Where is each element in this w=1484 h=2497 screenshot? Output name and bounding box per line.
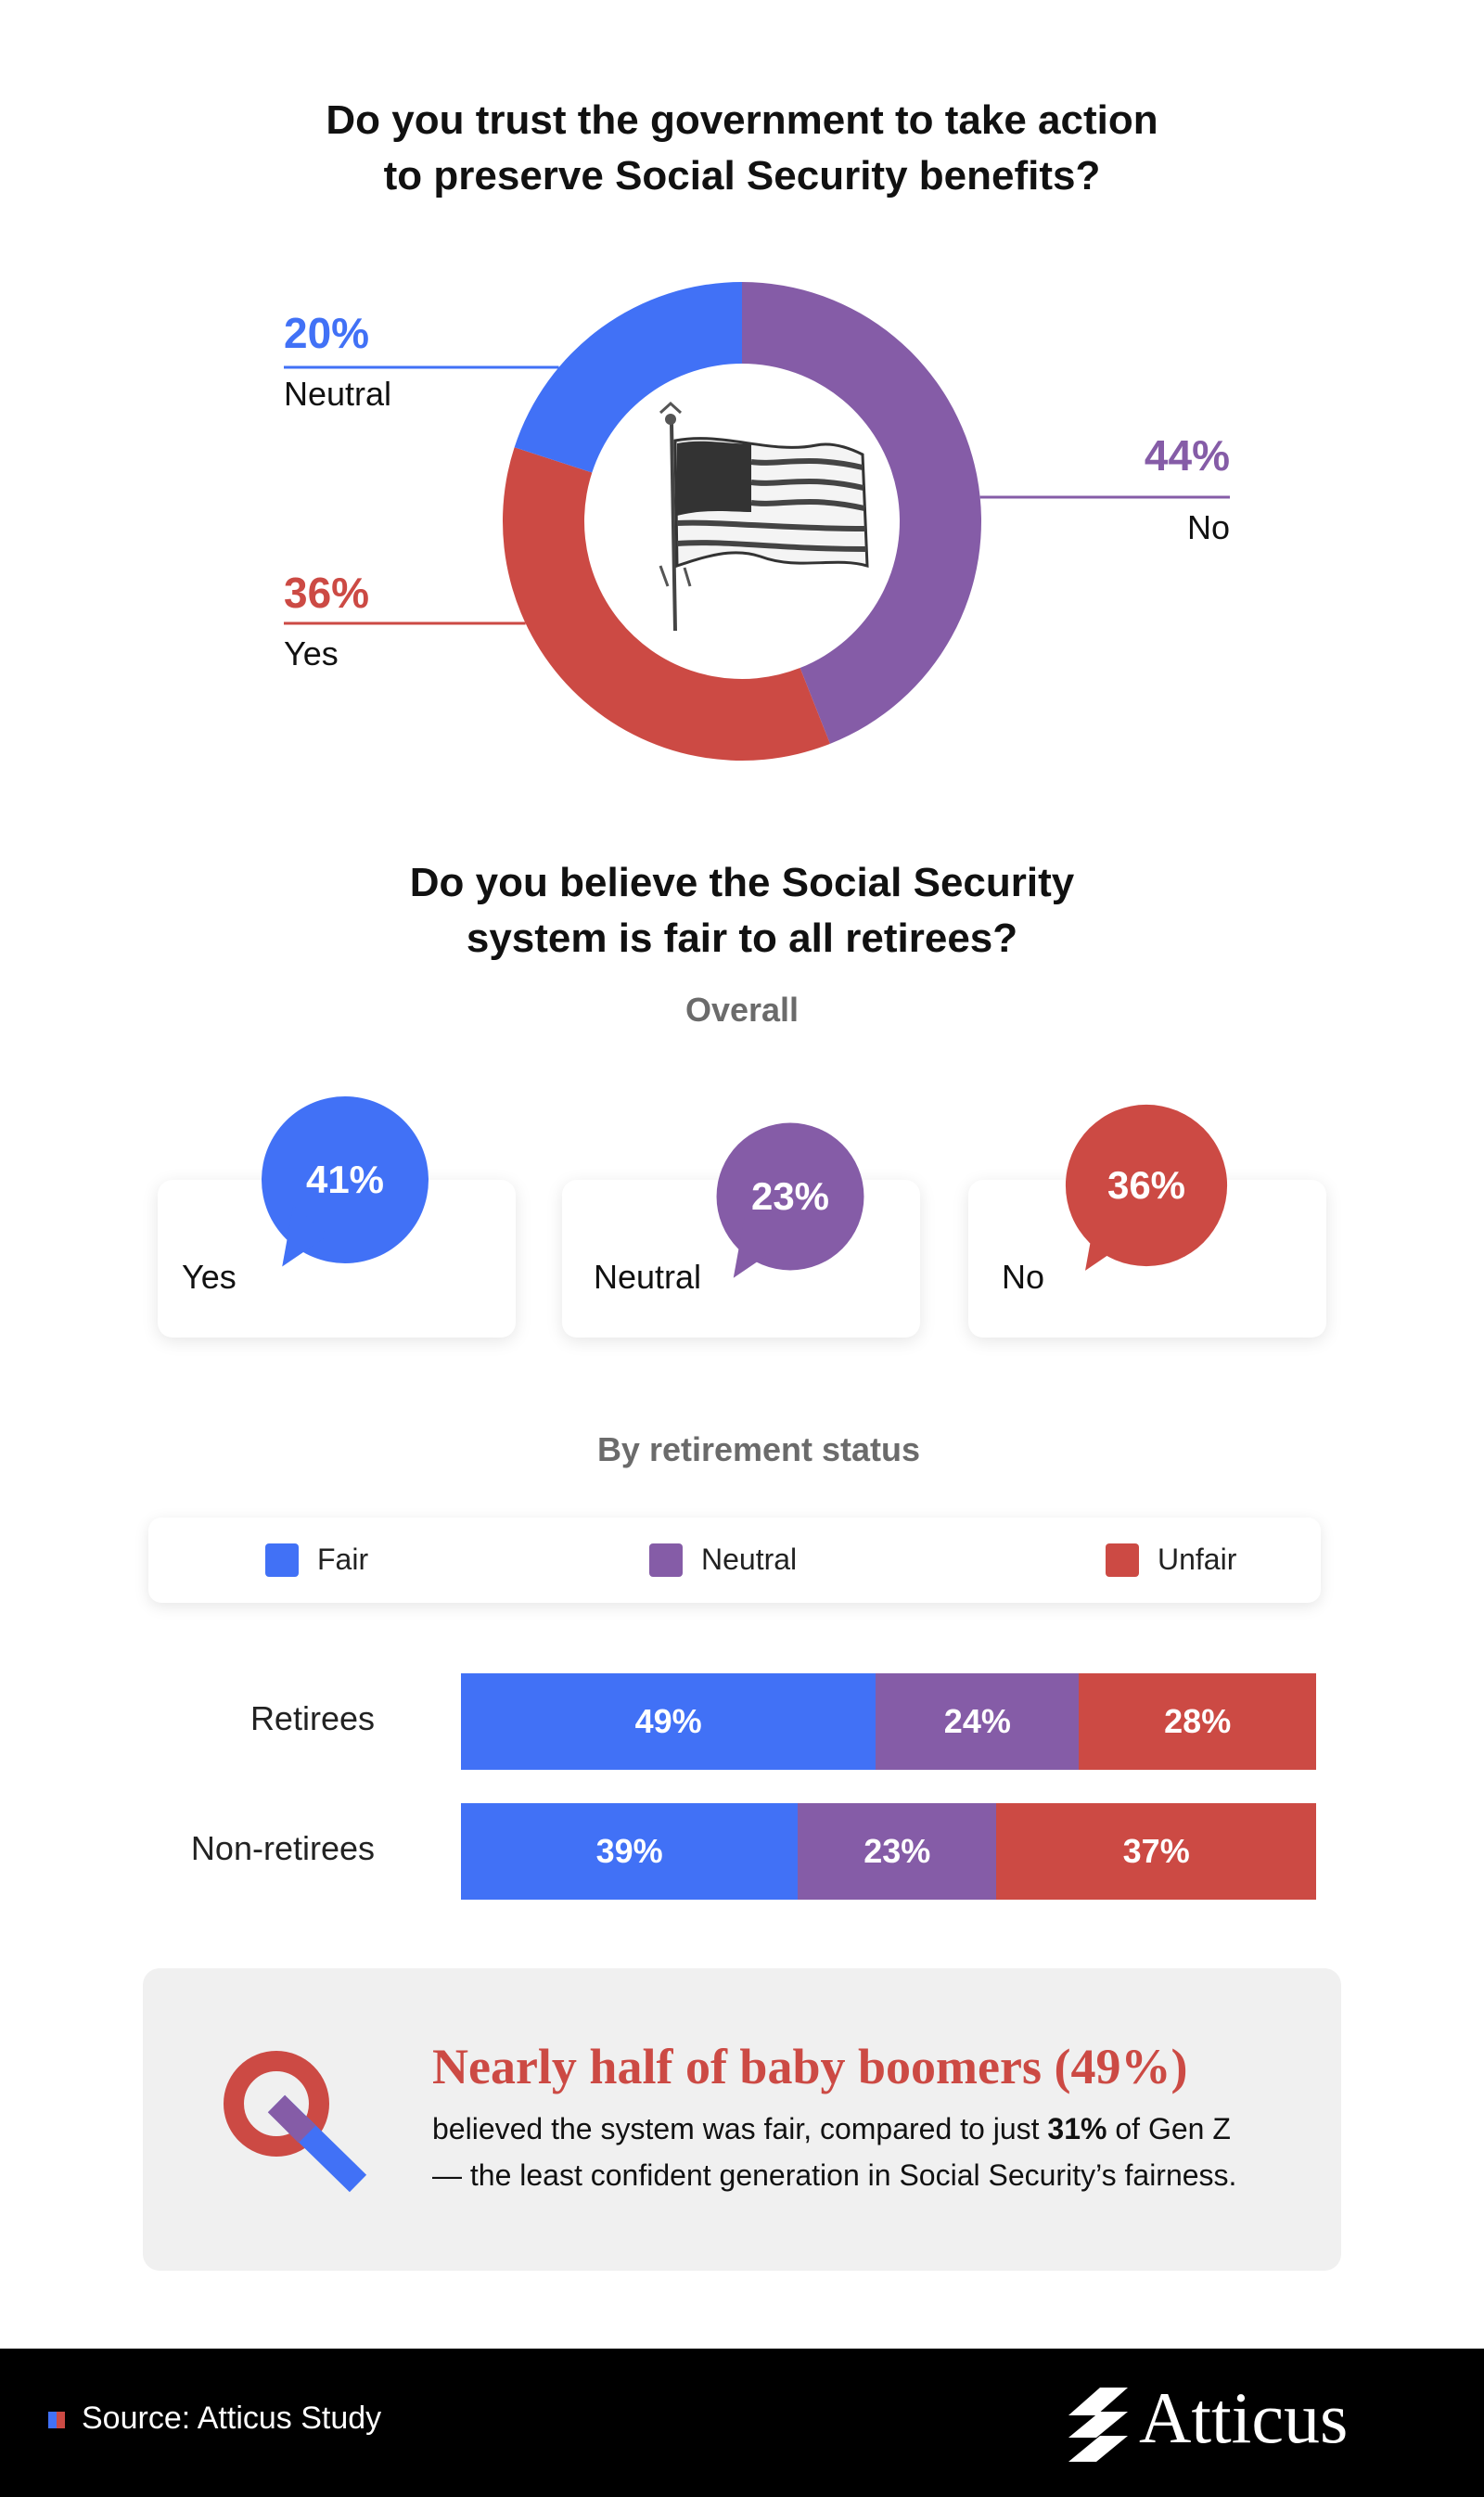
overall-bubble-value: 36% [1107,1163,1185,1207]
bar-segment-fair: 49% [461,1673,876,1770]
fairness-title-line2: system is fair to all retirees? [466,916,1018,961]
legend-item-unfair: Unfair [1106,1543,1236,1577]
overall-bubble-value: 41% [306,1158,384,1201]
donut-slice-no [742,282,981,744]
overall-bubble-yes: 41% [262,1096,429,1267]
donut-label-no-value: 44% [1144,431,1230,480]
callout-headline: Nearly half of baby boomers (49%) [432,2039,1188,2094]
donut-slice-yes [503,447,830,761]
callout-body-highlight: 31% [1047,2112,1107,2145]
fairness-title-line1: Do you believe the Social Security [409,860,1075,905]
legend-label-neutral: Neutral [701,1543,798,1576]
bar-segment-neutral: 23% [798,1803,997,1900]
bar-segment-unfair: 28% [1079,1673,1316,1770]
legend-item-fair: Fair [265,1543,368,1577]
donut-label-yes-value: 36% [284,569,370,617]
donut-label-no: No [1186,508,1230,546]
bar-segment-fair: 39% [461,1803,799,1900]
donut-chart [284,282,1230,761]
by-status-subtitle: By retirement status [596,1430,921,1468]
callout-body-line2: — the least confident generation in Soci… [432,2158,1237,2192]
donut-chart-title-line2: to preserve Social Security benefits? [383,153,1101,198]
row-label-non-retirees: Non-retirees [190,1829,375,1867]
overall-card-label: Yes [182,1258,237,1296]
callout-body-text: believed the system was fair, compared t… [432,2112,1048,2145]
american-flag-illustration [659,401,869,632]
overall-card-label: No [1002,1258,1045,1296]
overall-bubble-no: 36% [1065,1104,1228,1271]
callout-body: believed the system was fair, compared t… [432,2106,1323,2198]
overall-bubble-neutral: 23% [716,1122,864,1278]
legend-swatch-fair [265,1543,299,1577]
overall-bubbles: 41% 23% 36% [262,1096,1228,1278]
donut-label-yes: Yes [284,634,339,672]
donut-chart-title-line1: Do you trust the government to take acti… [326,97,1158,143]
magnifying-glass-icon [224,2051,367,2193]
overall-bubble-value: 23% [751,1174,829,1218]
legend-swatch-neutral [649,1543,683,1577]
source-text: Source: Atticus Study [82,2401,382,2436]
stacked-bar-non-retirees: 39% 23% 37% [461,1803,1316,1900]
legend-item-neutral: Neutral [649,1543,797,1577]
atticus-logo-icon [1068,2388,1128,2462]
overall-card-label: Neutral [594,1258,702,1296]
stacked-bar-retirees: 49% 24% 28% [461,1673,1316,1770]
donut-label-neutral: Neutral [284,375,392,413]
donut-label-neutral-value: 20% [284,309,370,357]
row-label-retirees: Retirees [249,1699,375,1737]
source-marker-icon [48,2412,65,2428]
legend-swatch-unfair [1106,1543,1139,1577]
stacked-bar-legend: Fair Neutral Unfair [148,1517,1321,1603]
overall-subtitle: Overall [684,991,800,1029]
callout-body-text: of Gen Z [1107,2112,1231,2145]
bar-segment-neutral: 24% [876,1673,1080,1770]
donut-slice-neutral [514,282,742,473]
brand-wordmark: Atticus [1139,2377,1349,2458]
bar-segment-unfair: 37% [996,1803,1316,1900]
legend-label-fair: Fair [317,1543,369,1576]
legend-label-unfair: Unfair [1158,1543,1237,1576]
footer-bar: Source: Atticus Study Atticus [0,2349,1484,2497]
insight-callout [143,1968,1341,2271]
